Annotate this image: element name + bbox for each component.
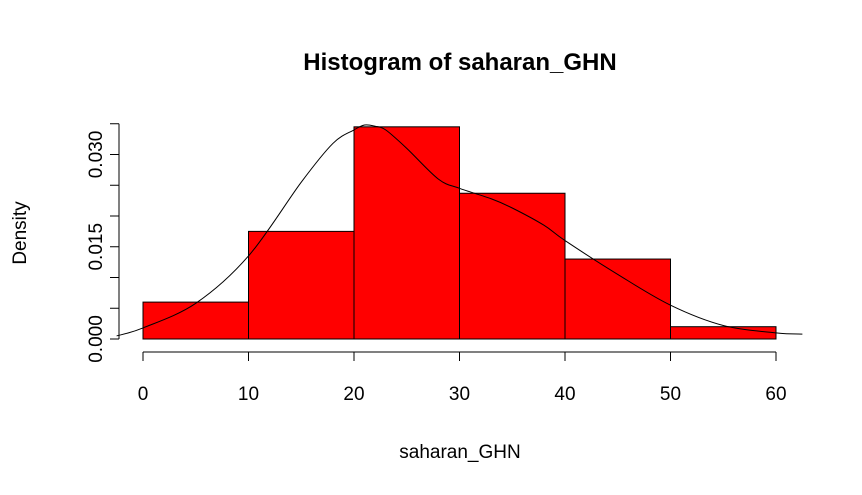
bars-group: [142, 126, 777, 340]
y-tick-label-1: 0.015: [86, 223, 107, 271]
x-tick-label-3: 30: [449, 384, 470, 405]
x-tick-label-5: 50: [660, 384, 681, 405]
histogram-bar-0: [142, 301, 249, 340]
x-tick-label-1: 10: [238, 384, 259, 405]
histogram-bar-1: [248, 230, 355, 340]
x-axis: 0 10 20 30 40 50 60: [138, 351, 787, 405]
histogram-bar-5: [670, 326, 777, 340]
chart-title: Histogram of saharan_GHN: [303, 49, 616, 76]
x-tick-label-2: 20: [343, 384, 364, 405]
y-tick-label-2: 0.030: [86, 131, 107, 179]
histogram-bar-3: [459, 192, 566, 340]
x-tick-label-4: 40: [554, 384, 575, 405]
y-tick-label-0: 0.000: [86, 315, 107, 363]
histogram-bar-4: [564, 258, 671, 340]
y-axis: 0.000 0.015 0.030: [86, 123, 120, 363]
x-tick-label-0: 0: [138, 384, 149, 405]
x-axis-label: saharan_GHN: [399, 442, 520, 463]
x-tick-label-6: 60: [765, 384, 786, 405]
histogram-bar-2: [353, 126, 460, 340]
density-curve: [116, 124, 803, 337]
y-axis-label: Density: [10, 201, 31, 265]
